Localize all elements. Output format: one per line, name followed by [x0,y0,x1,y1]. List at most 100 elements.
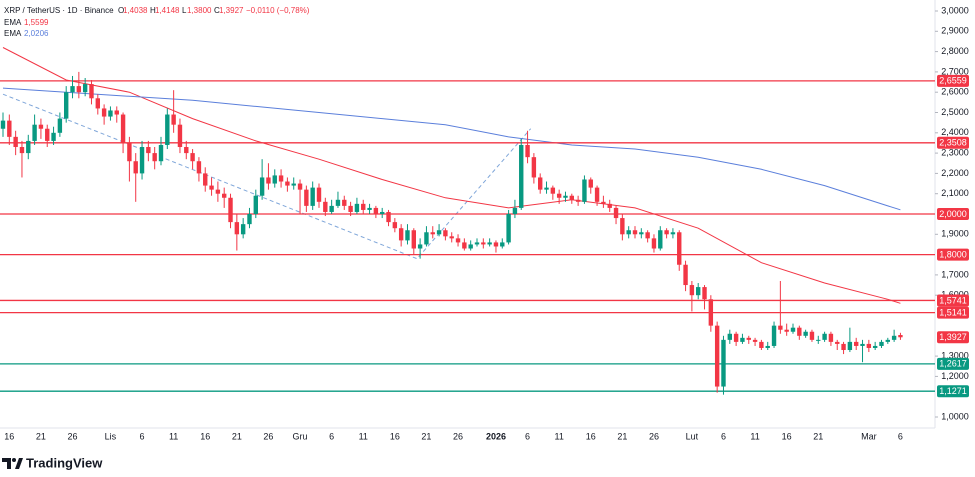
candle-body [563,195,568,198]
level-label: 1,8000 [939,249,967,259]
candle-body [468,244,473,249]
candle-body [367,207,372,210]
ema-line [2,87,901,211]
y-tick-label: 1,9000 [941,229,969,239]
x-tick-label: 11 [750,431,759,441]
candle-body [519,144,524,208]
candle-body [632,230,638,235]
y-tick-label: 2,6000 [941,87,969,97]
level-box [937,136,969,149]
candle-body [196,161,202,174]
ohlc-value: 1,4148 [155,6,180,15]
level-label: 2,0000 [939,209,967,219]
candle-body [247,214,252,225]
level-box [937,74,969,87]
candle-body [76,86,82,93]
candle-body [398,228,404,241]
candle-body [335,199,341,206]
logo: TradingView [2,455,103,470]
x-tick-label: 6 [898,431,903,441]
candle-body [297,183,303,190]
candle-body [146,147,151,154]
candle-body [82,84,88,93]
brand: TradingView [26,455,103,470]
x-tick-label: 6 [721,431,726,441]
ohlc-value: 1,3927 [219,6,244,15]
ema-line [2,47,901,304]
candle-body [784,329,789,332]
candle-body [417,244,423,249]
level-box [937,248,969,261]
candle-body [13,136,18,148]
candle-body [411,230,416,249]
candle-body [430,232,435,235]
level-box [937,357,969,370]
candle-body [443,230,448,237]
candle-body [455,238,461,243]
candle-body [101,108,107,117]
candle-body [841,343,846,351]
candle-body [759,341,764,348]
candle-body [89,84,94,99]
candle-body [127,142,132,162]
candle-body [139,147,145,174]
candle-body [740,337,745,342]
candle-body [19,147,25,154]
candle-body [885,339,890,342]
candle-body [670,232,676,235]
x-tick-label: 16 [200,431,210,441]
x-tick-label: 21 [232,431,242,441]
x-tick-label: Mar [861,431,877,441]
candle-body [165,114,170,145]
candle-body [531,157,537,178]
candle-body [594,187,600,202]
candle-body [550,187,556,194]
candle-body [626,230,631,235]
candle-body [582,179,587,202]
candle-body [607,203,612,208]
candle-body [291,183,296,186]
candle-body [664,230,669,235]
candle-body [342,199,347,206]
candle-body [304,189,309,206]
candle-body [506,214,511,243]
candle-body [70,86,75,93]
x-tick-label: 16 [586,431,596,441]
candle-body [253,195,258,214]
candle-body [57,118,63,133]
candle-body [108,110,113,117]
ohlc-key: O [118,6,124,15]
level-label: 2,3508 [939,138,967,148]
candle-body [898,335,903,338]
x-tick-label: 21 [36,431,46,441]
y-tick-label: 2,7000 [941,66,969,76]
candle-body [203,173,208,186]
plot [0,47,935,395]
candle-body [727,333,732,340]
level-box [937,385,969,398]
x-tick-label: 26 [263,431,273,441]
candle-body [721,339,726,387]
x-tick-label: 16 [4,431,14,441]
candle-body [114,110,119,115]
candle-body [683,264,688,286]
candle-body [500,242,505,247]
candle-body [424,232,429,245]
candle-body [120,114,126,143]
candle-body [689,285,695,296]
candle-body [493,242,499,247]
candle-body [588,179,593,188]
candle-body [575,199,581,202]
level-label: 1,2617 [939,359,967,369]
candle-body [474,242,480,245]
level-box [937,294,969,307]
candle-body [708,299,714,326]
candle-body [228,197,233,223]
level-box [937,306,969,319]
candle-body [778,325,783,330]
candle-body [803,331,808,336]
legend-name: EMA [4,29,22,38]
ohlc-key: C [214,6,220,15]
candle-body [714,325,720,387]
